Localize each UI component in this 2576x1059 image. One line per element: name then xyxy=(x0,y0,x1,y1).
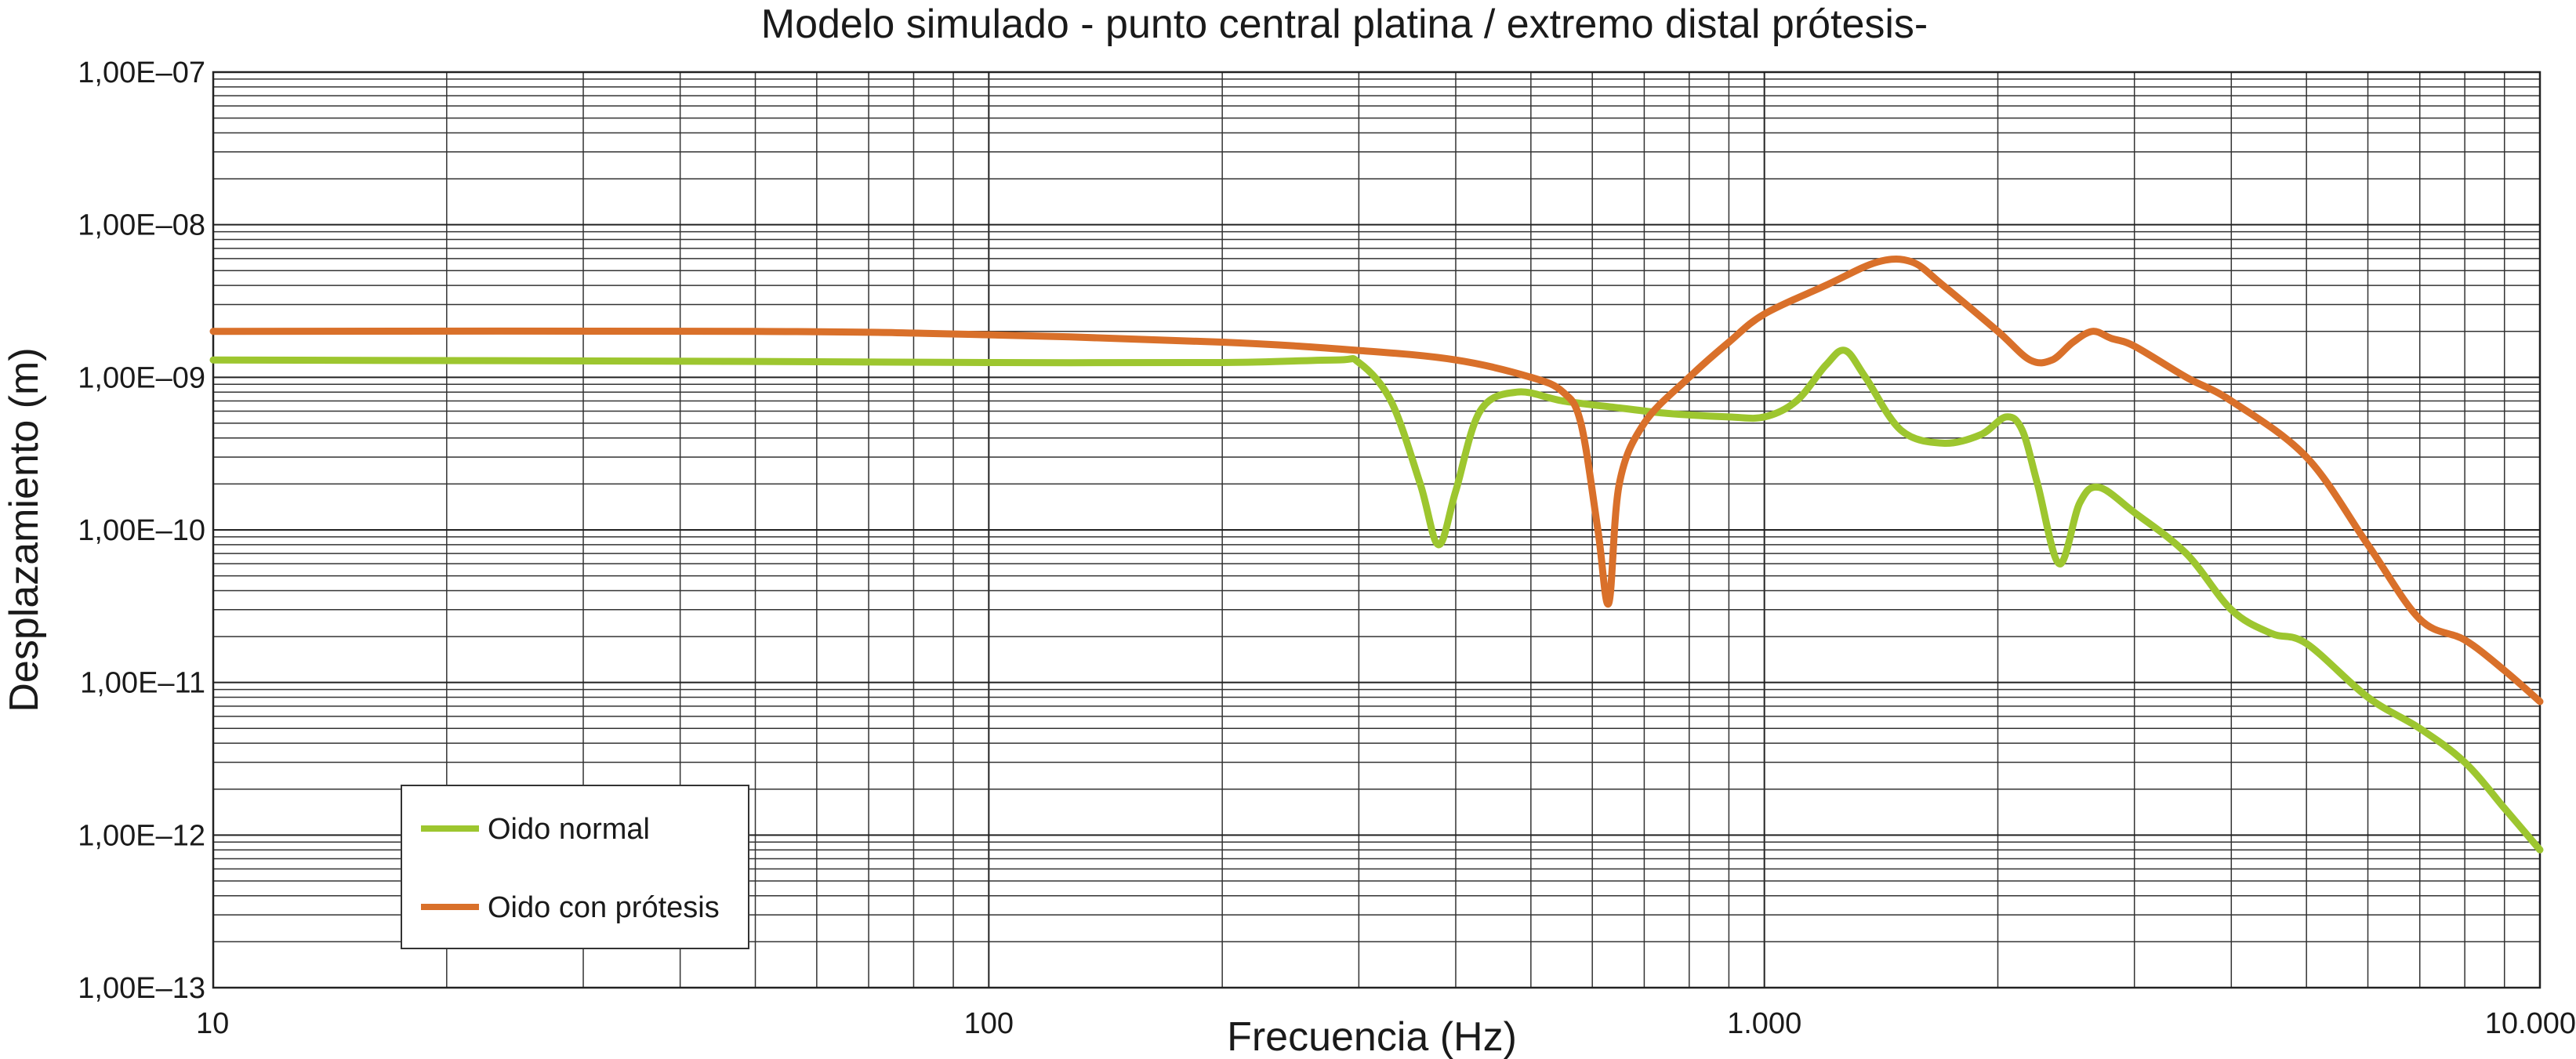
x-tick-label: 10 xyxy=(196,1007,229,1040)
y-tick-label: 1,00E–10 xyxy=(78,514,205,547)
x-axis-ticks: 10 100 1.000 10.000 xyxy=(196,1007,2576,1040)
y-tick-label: 1,00E–12 xyxy=(78,819,205,852)
grid xyxy=(212,72,2540,988)
x-tick-label: 100 xyxy=(964,1007,1014,1040)
y-tick-label: 1,00E–07 xyxy=(78,56,205,89)
y-tick-label: 1,00E–09 xyxy=(78,361,205,394)
series-line-oido-con-protesis xyxy=(209,255,2544,705)
legend-box xyxy=(401,785,749,949)
series-line-oido-normal xyxy=(209,346,2544,854)
x-tick-label: 1.000 xyxy=(1727,1007,1801,1040)
y-axis-ticks: 1,00E–07 1,00E–08 1,00E–09 1,00E–10 1,00E–11… xyxy=(78,56,205,1005)
series-layer xyxy=(209,255,2544,854)
plot-frame xyxy=(212,71,2542,989)
chart-title: Modelo simulado - punto central platina … xyxy=(761,2,1928,47)
y-tick-label: 1,00E–13 xyxy=(78,972,205,1005)
x-axis-label: Frecuencia (Hz) xyxy=(1227,1014,1517,1059)
y-tick-label: 1,00E–11 xyxy=(80,667,205,700)
legend-label-oido-con-protesis: Oido con prótesis xyxy=(488,891,720,924)
legend-label-oido-normal: Oido normal xyxy=(488,813,650,846)
legend: Oido normal Oido con prótesis xyxy=(401,785,749,949)
y-axis-label: Desplazamiento (m) xyxy=(2,347,47,712)
x-tick-label: 10.000 xyxy=(2485,1007,2576,1040)
y-tick-label: 1,00E–08 xyxy=(78,209,205,242)
